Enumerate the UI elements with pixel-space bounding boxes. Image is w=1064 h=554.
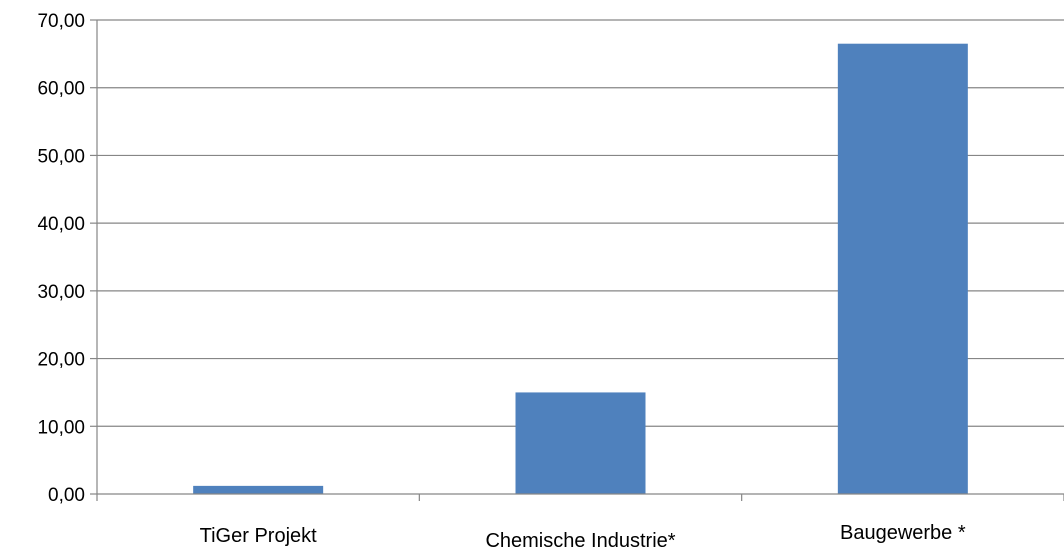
y-tick-labels: 0,00 10,00 20,00 30,00 40,00 50,00 60,00 70,00 <box>37 11 85 506</box>
bar <box>515 392 646 494</box>
y-tick-label: 10,00 <box>37 417 85 438</box>
x-category-labels: TiGer Projekt Chemische Industrie* Baugewe… <box>200 522 966 552</box>
y-tick-label: 70,00 <box>37 11 85 32</box>
gridlines <box>97 19 1064 427</box>
x-category-label: TiGer Projekt <box>200 525 318 547</box>
y-tick-label: 50,00 <box>37 146 85 167</box>
x-category-label: Baugewerbe * <box>840 522 966 544</box>
y-tick-label: 40,00 <box>37 214 85 235</box>
y-tick-label: 0,00 <box>48 485 85 506</box>
y-tick-label: 60,00 <box>37 79 85 100</box>
bar <box>193 485 324 494</box>
y-tick-label: 30,00 <box>37 282 85 303</box>
bars <box>193 43 968 494</box>
bar <box>837 43 968 494</box>
x-category-label: Chemische Industrie* <box>485 530 675 552</box>
axes <box>90 19 1064 501</box>
y-tick-label: 20,00 <box>37 350 85 371</box>
